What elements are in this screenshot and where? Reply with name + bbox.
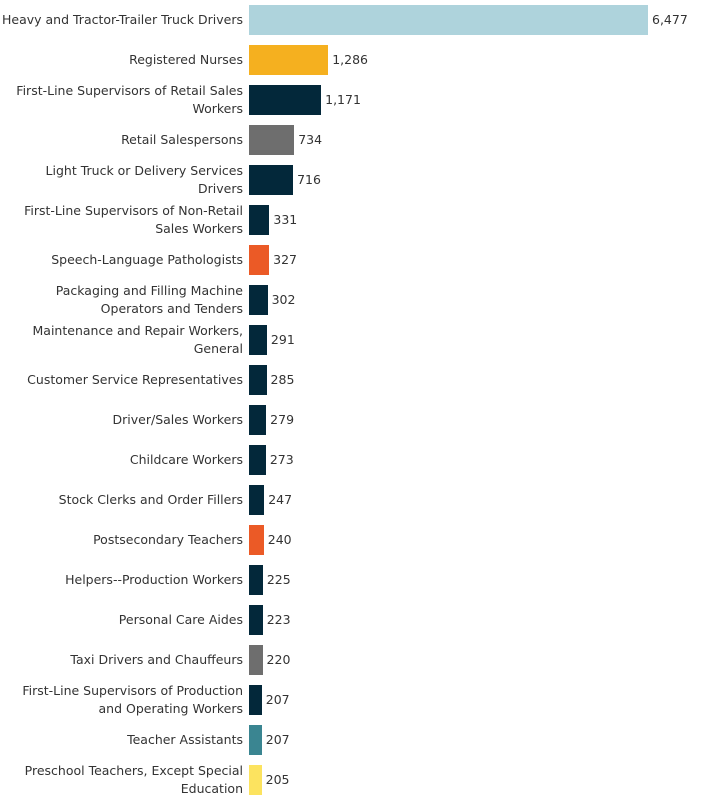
value-label: 273	[269, 452, 294, 467]
bar-row: Postsecondary Teachers 240	[0, 520, 703, 560]
category-label: Customer Service Representatives	[27, 372, 243, 387]
bar-row: Light Truck or Delivery Services Drivers…	[0, 160, 703, 200]
bar	[249, 605, 263, 635]
bar-row: Childcare Workers 273	[0, 440, 703, 480]
bar	[249, 285, 268, 315]
bar	[249, 445, 266, 475]
bar	[249, 525, 264, 555]
bar	[249, 645, 263, 675]
bar	[249, 325, 267, 355]
value-label: 220	[266, 652, 291, 667]
value-label: 279	[270, 412, 295, 427]
category-label: First-Line Supervisors of Retail Sales Wo…	[16, 83, 243, 116]
bar	[249, 205, 270, 235]
bar-row: Customer Service Representatives 285	[0, 360, 703, 400]
bar-row: Heavy and Tractor-Trailer Truck Drivers 6…	[0, 0, 703, 40]
bar	[249, 165, 294, 195]
value-label: 6,477	[652, 12, 688, 27]
bar-row: Packaging and Filling Machine Operators a…	[0, 280, 703, 320]
value-label: 1,171	[325, 92, 361, 107]
bar	[249, 725, 262, 755]
value-label: 207	[265, 692, 290, 707]
value-label: 225	[266, 572, 291, 587]
category-label: Taxi Drivers and Chauffeurs	[70, 652, 243, 667]
value-label: 734	[298, 132, 323, 147]
value-label: 291	[270, 332, 295, 347]
value-label: 223	[266, 612, 291, 627]
bar-row: First-Line Supervisors of Production and …	[0, 680, 703, 720]
value-label: 1,286	[332, 52, 369, 67]
category-label: Speech-Language Pathologists	[51, 252, 243, 267]
value-label: 302	[271, 292, 296, 307]
category-label: Postsecondary Teachers	[93, 532, 243, 547]
value-label: 327	[273, 252, 297, 267]
bar	[249, 765, 262, 795]
value-label: 331	[273, 212, 298, 227]
bar-row: Maintenance and Repair Workers, General 29…	[0, 320, 703, 360]
bar	[249, 245, 270, 275]
value-label: 285	[270, 372, 295, 387]
bar-row: Speech-Language Pathologists 327	[0, 240, 703, 280]
bar-row: First-Line Supervisors of Retail Sales Wo…	[0, 80, 703, 120]
category-label: Childcare Workers	[129, 452, 243, 467]
value-label: 247	[268, 492, 293, 507]
bar-row: Retail Salespersons 734	[0, 120, 703, 160]
category-label: Retail Salespersons	[121, 132, 243, 147]
bar-row: Registered Nurses 1,286	[0, 40, 703, 80]
bar	[249, 5, 648, 35]
category-label: Light Truck or Delivery Services Drivers	[45, 163, 243, 196]
bar	[249, 85, 322, 115]
bar-row: Stock Clerks and Order Fillers 247	[0, 480, 703, 520]
category-label: Driver/Sales Workers	[112, 412, 243, 427]
value-label: 205	[265, 772, 290, 787]
category-label: Preschool Teachers, Except Special Educat…	[24, 763, 243, 796]
bar-row: First-Line Supervisors of Non-Retail Sale…	[0, 200, 703, 240]
bar	[249, 565, 263, 595]
category-label: First-Line Supervisors of Non-Retail Sale…	[24, 203, 243, 236]
value-label: 240	[267, 532, 292, 547]
value-label: 716	[297, 172, 321, 187]
bar	[249, 125, 295, 155]
category-label: Packaging and Filling Machine Operators a…	[55, 283, 243, 316]
category-label: First-Line Supervisors of Production and …	[22, 683, 243, 716]
category-label: Personal Care Aides	[118, 612, 243, 627]
bar-row: Taxi Drivers and Chauffeurs 220	[0, 640, 703, 680]
bar	[249, 365, 267, 395]
bar-row: Helpers--Production Workers 225	[0, 560, 703, 600]
bar-row: Personal Care Aides 223	[0, 600, 703, 640]
bar-row: Driver/Sales Workers 279	[0, 400, 703, 440]
category-label: Stock Clerks and Order Fillers	[58, 492, 243, 507]
bar	[249, 485, 265, 515]
bar	[249, 45, 329, 75]
category-label: Teacher Assistants	[127, 732, 243, 747]
bar-row: Preschool Teachers, Except Special Educat…	[0, 760, 703, 800]
bar	[249, 685, 262, 715]
category-label: Registered Nurses	[129, 52, 243, 67]
category-label: Helpers--Production Workers	[65, 572, 243, 587]
value-label: 207	[265, 732, 290, 747]
category-label: Heavy and Tractor-Trailer Truck Drivers	[2, 12, 243, 27]
bar-row: Teacher Assistants 207	[0, 720, 703, 760]
bar	[249, 405, 267, 435]
category-label: Maintenance and Repair Workers, General	[32, 323, 243, 356]
